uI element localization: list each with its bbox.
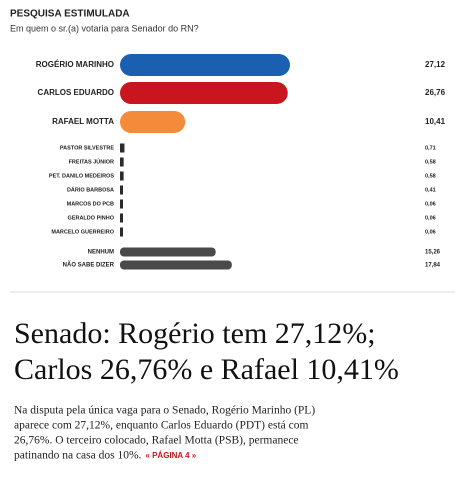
bar bbox=[120, 171, 124, 181]
category-label: Rogério Marinho bbox=[36, 60, 114, 69]
bar bbox=[120, 199, 123, 209]
category-label: Marcos do PCB bbox=[67, 201, 114, 207]
category-label: Geraldo Pinho bbox=[68, 215, 115, 221]
page-link[interactable]: « PÁGINA 4 » bbox=[145, 451, 196, 460]
headline: Senado: Rogério tem 27,12%; bbox=[14, 317, 376, 350]
value-label: 0,58 bbox=[425, 173, 436, 179]
value-label: 0,06 bbox=[425, 229, 436, 235]
value-label: 27,12 bbox=[425, 60, 446, 69]
category-label: Marcelo Guerreiro bbox=[51, 229, 114, 235]
headline: Carlos 26,76% e Rafael 10,41% bbox=[14, 353, 399, 386]
bar bbox=[120, 54, 290, 76]
value-label: 0,71 bbox=[425, 145, 436, 151]
bar bbox=[120, 227, 123, 237]
category-label: Carlos Eduardo bbox=[38, 88, 114, 97]
body-text: Na disputa pela única vaga para o Senado… bbox=[14, 405, 315, 417]
value-label: 17,84 bbox=[425, 263, 441, 269]
category-label: Rafael Motta bbox=[52, 117, 114, 126]
category-label: Freitas Júnior bbox=[69, 158, 114, 165]
category-label: Dário Barbosa bbox=[67, 186, 114, 193]
value-label: 0,06 bbox=[425, 201, 436, 207]
bar bbox=[120, 82, 288, 104]
category-label: Não sabe dizer bbox=[63, 262, 115, 269]
chart-title: PESQUISA ESTIMULADA bbox=[10, 9, 130, 20]
bar bbox=[120, 185, 123, 195]
value-label: 0,58 bbox=[425, 159, 436, 165]
body-text: patinando na casa dos 10%. bbox=[14, 450, 142, 462]
category-label: Nenhum bbox=[88, 250, 114, 256]
category-label: Pet. Danilo Medeiros bbox=[49, 173, 114, 179]
value-label: 26,76 bbox=[425, 88, 446, 97]
value-label: 10,41 bbox=[425, 117, 446, 126]
bar bbox=[120, 143, 125, 153]
category-label: Pastor Silvestre bbox=[60, 145, 114, 151]
bar bbox=[120, 111, 186, 133]
bar bbox=[120, 247, 216, 257]
value-label: 15,26 bbox=[425, 250, 441, 256]
bar bbox=[120, 260, 232, 270]
value-label: 0,41 bbox=[425, 187, 436, 193]
value-label: 0,06 bbox=[425, 215, 436, 221]
bar bbox=[120, 213, 123, 223]
chart-subtitle: Em quem o sr.(a) votaria para Senador do… bbox=[10, 23, 199, 33]
bar bbox=[120, 157, 124, 167]
body-text: aparece com 27,12%, enquanto Carlos Edua… bbox=[14, 420, 308, 432]
body-text: 26,76%. O terceiro colocado, Rafael Mott… bbox=[14, 435, 299, 447]
